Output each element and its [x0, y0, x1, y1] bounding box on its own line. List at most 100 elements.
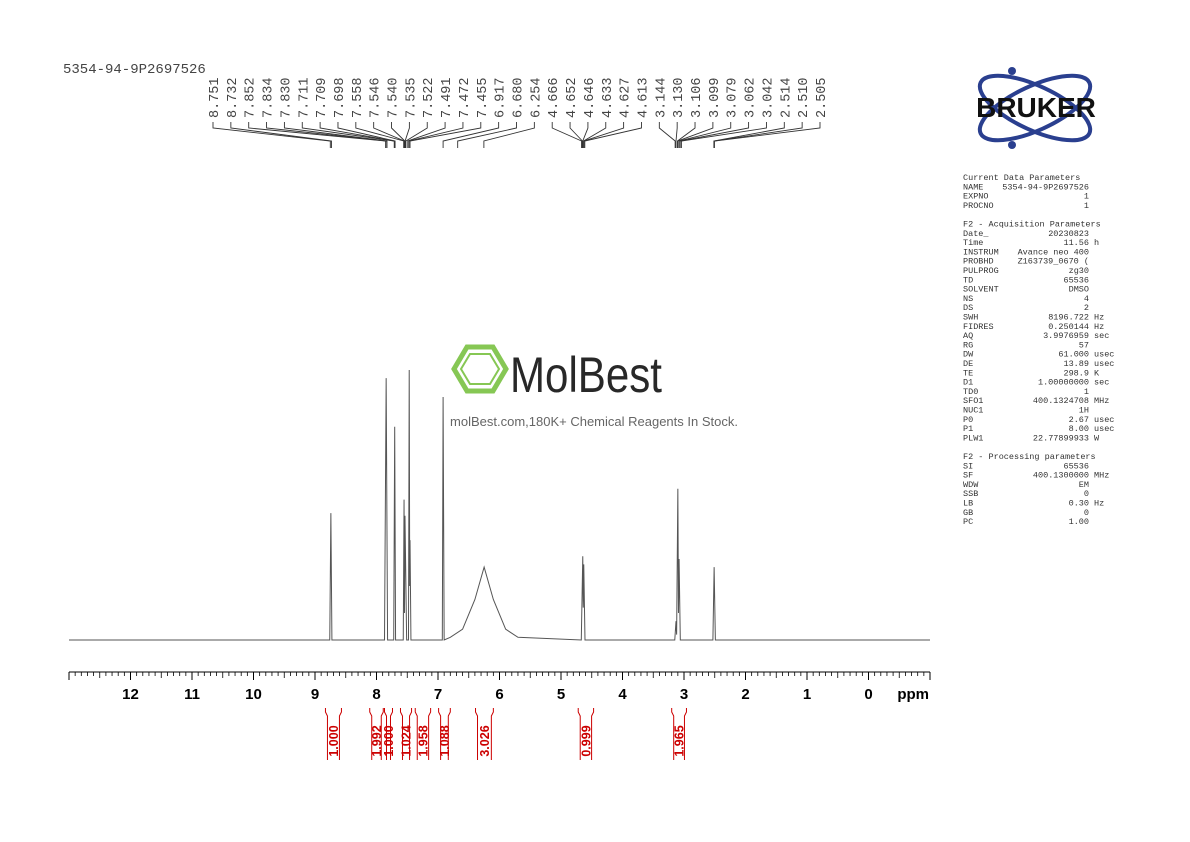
peak-connector [283, 122, 388, 148]
peak-connector [409, 122, 482, 148]
peak-connector [677, 122, 714, 148]
watermark-brand: MolBest [510, 347, 662, 403]
param-value: 8196.722 [1048, 313, 1089, 323]
param-value: 400.1300000 [1033, 471, 1089, 481]
x-tick-label: 0 [864, 686, 872, 703]
integral-bracket [383, 708, 393, 760]
param-value: 0 [1084, 508, 1089, 518]
param-section-title: F2 - Acquisition Parameters [963, 220, 1101, 230]
param-name: P1 [963, 424, 973, 434]
param-name: TE [963, 368, 973, 378]
peak-connector [230, 122, 332, 148]
param-name: DS [963, 303, 973, 313]
x-tick-label: 4 [618, 686, 627, 703]
x-tick-label: 6 [495, 686, 503, 703]
integral-label: 0.999 [579, 725, 593, 756]
param-name: PROCNO [963, 201, 994, 211]
logo-text: BRUKER [976, 92, 1096, 123]
peak-connector [680, 122, 767, 148]
param-value: zg30 [1069, 266, 1089, 276]
param-name: EXPNO [963, 192, 989, 202]
x-tick-label: 2 [741, 686, 749, 703]
peak-connector [713, 122, 803, 148]
param-value: 298.9 [1063, 368, 1089, 378]
param-value: 4 [1084, 294, 1089, 304]
param-value: 13.89 [1063, 359, 1089, 369]
peak-label: 7.830 [279, 77, 294, 118]
param-unit: h [1094, 238, 1099, 248]
peak-label: 7.455 [476, 77, 491, 118]
param-unit: usec [1094, 350, 1114, 360]
param-value: 1 [1084, 201, 1089, 211]
peak-label: 7.834 [262, 77, 277, 118]
peak-label: 7.472 [458, 77, 473, 118]
param-value: 65536 [1063, 275, 1089, 285]
param-name: FIDRES [963, 322, 994, 332]
param-unit: Hz [1094, 313, 1104, 323]
param-value: 0.30 [1069, 499, 1089, 509]
param-name: NAME [963, 182, 983, 192]
param-value: EM [1079, 480, 1089, 490]
param-name: P0 [963, 415, 973, 425]
peak-label: 3.106 [690, 77, 705, 118]
x-tick-label: 3 [680, 686, 688, 703]
peak-connector [407, 122, 446, 148]
param-name: TD0 [963, 387, 978, 397]
integral-bracket [577, 708, 595, 760]
peak-label: 3.130 [672, 77, 687, 118]
peak-label: 7.540 [387, 77, 402, 118]
peak-label: 4.652 [565, 77, 580, 118]
param-value: 22.77899933 [1033, 433, 1089, 443]
peak-label: 7.491 [440, 77, 455, 118]
param-name: PLW1 [963, 433, 983, 443]
param-unit: usec [1094, 359, 1114, 369]
peak-label: 3.079 [726, 77, 741, 118]
peak-connector [713, 122, 785, 148]
peak-connector [457, 122, 517, 148]
param-name: SOLVENT [963, 285, 999, 295]
x-axis-label: ppm [897, 686, 929, 703]
param-unit: Hz [1094, 499, 1104, 509]
integral-label: 1.000 [327, 725, 341, 756]
x-tick-label: 12 [122, 686, 139, 703]
param-name: PULPROG [963, 266, 999, 276]
peak-connector [319, 122, 395, 148]
param-name: TD [963, 275, 973, 285]
peak-label: 7.546 [369, 77, 384, 118]
param-name: LB [963, 499, 973, 509]
integral-bracket [414, 708, 432, 760]
peak-connector [551, 122, 582, 148]
param-unit: Hz [1094, 322, 1104, 332]
param-value: 1 [1084, 192, 1089, 202]
param-value: DMSO [1069, 285, 1089, 295]
peak-label: 3.062 [744, 77, 759, 118]
param-unit: usec [1094, 424, 1114, 434]
peak-connector [337, 122, 396, 148]
param-value: 1 [1084, 387, 1089, 397]
peak-label: 7.698 [333, 77, 348, 118]
param-name: PC [963, 517, 973, 527]
peak-label: 7.522 [422, 77, 437, 118]
peak-connector [584, 122, 642, 148]
x-tick-label: 5 [557, 686, 565, 703]
integral-label: 1.965 [673, 725, 687, 756]
peak-label: 7.709 [315, 77, 330, 118]
x-tick-label: 1 [803, 686, 811, 703]
peak-label: 8.751 [208, 77, 223, 118]
peak-connector [442, 122, 500, 148]
peak-connector [248, 122, 387, 148]
spectrum [69, 369, 930, 641]
param-unit: sec [1094, 378, 1109, 388]
peak-label: 4.646 [583, 77, 598, 118]
param-value: 1.00000000 [1038, 378, 1089, 388]
param-unit: sec [1094, 331, 1109, 341]
peak-label: 3.042 [761, 77, 776, 118]
peak-connector [679, 122, 750, 148]
peak-connector [391, 122, 406, 148]
integral-label: 1.024 [400, 725, 414, 756]
peak-connector [675, 122, 678, 148]
param-name: D1 [963, 378, 973, 388]
integral-label: 1.088 [438, 725, 452, 756]
